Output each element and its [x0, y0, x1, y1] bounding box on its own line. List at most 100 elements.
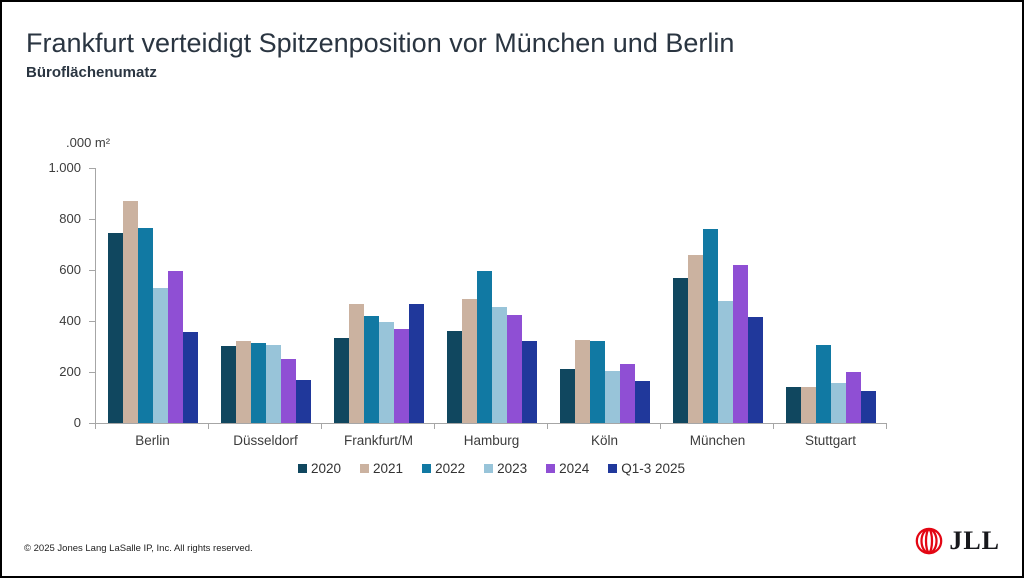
bar-group-München [661, 168, 774, 423]
bar-Köln-2024 [619, 364, 635, 423]
page-subtitle: Büroflächenumatz [26, 64, 157, 81]
page-title: Frankfurt verteidigt Spitzenposition vor… [26, 28, 735, 58]
x-axis-ticks [95, 424, 887, 429]
x-tick-mark [208, 424, 209, 429]
bar-Düsseldorf-2022 [250, 343, 266, 423]
bar-Düsseldorf-2020 [220, 346, 236, 423]
legend-swatch-2023 [484, 464, 494, 473]
plot-area [96, 168, 887, 423]
bar-group-Berlin [96, 168, 209, 423]
bar-München-2021 [687, 255, 703, 423]
bar-group-Düsseldorf [209, 168, 322, 423]
x-tick-mark [434, 424, 435, 429]
bar-Düsseldorf-2021 [235, 341, 251, 423]
x-axis-label-Düsseldorf: Düsseldorf [233, 433, 298, 448]
legend-label-Q1-3 2025: Q1-3 2025 [621, 461, 686, 476]
jll-logo: JLL [914, 526, 1000, 556]
legend-swatch-Q1-3 2025 [608, 464, 618, 473]
chart-legend: 2020 2021 2022 2023 2024 Q1-3 2025 [96, 461, 887, 476]
bar-Berlin-2023 [152, 288, 168, 423]
bar-Frankfurt/M-Q1-3 2025 [408, 304, 424, 423]
bar-Düsseldorf-2024 [280, 359, 296, 423]
bar-Berlin-Q1-3 2025 [182, 332, 198, 423]
x-tick-mark [547, 424, 548, 429]
y-tick-mark [89, 372, 95, 373]
x-axis-label-München: München [689, 433, 746, 448]
bar-Hamburg-2024 [506, 315, 522, 423]
bar-Berlin-2021 [122, 201, 138, 423]
x-tick-mark [773, 424, 774, 429]
bar-Stuttgart-2022 [815, 345, 831, 423]
x-tick-mark [95, 424, 96, 429]
bar-Frankfurt/M-2020 [333, 338, 349, 423]
y-tick-label: 400 [59, 313, 81, 328]
legend-label-2024: 2024 [559, 461, 590, 476]
x-axis-line [95, 423, 887, 424]
y-tick-label: 1.000 [48, 160, 81, 175]
bar-Köln-2023 [604, 371, 620, 423]
bar-München-2023 [717, 301, 733, 423]
y-tick-label: 600 [59, 262, 81, 277]
y-axis-line [95, 168, 96, 423]
x-tick-mark [660, 424, 661, 429]
bar-Köln-Q1-3 2025 [634, 381, 650, 423]
bar-Hamburg-2023 [491, 307, 507, 423]
jll-globe-icon [914, 526, 944, 556]
y-tick-mark [89, 321, 95, 322]
legend-item-2024: 2024 [546, 461, 589, 476]
bar-Hamburg-2021 [461, 299, 477, 423]
bar-Stuttgart-2020 [785, 387, 801, 423]
bar-group-Frankfurt/M [322, 168, 435, 423]
legend-label-2022: 2022 [435, 461, 466, 476]
bar-group-Stuttgart [774, 168, 887, 423]
legend-label-2020: 2020 [310, 461, 342, 476]
bar-Hamburg-2020 [446, 331, 462, 423]
bar-Frankfurt/M-2023 [378, 322, 394, 423]
bar-Köln-2020 [559, 369, 575, 423]
bar-Köln-2022 [589, 341, 605, 423]
bar-München-2024 [732, 265, 748, 423]
x-axis-label-Hamburg: Hamburg [463, 433, 520, 448]
bar-München-Q1-3 2025 [747, 317, 763, 423]
copyright-text: © 2025 Jones Lang LaSalle IP, Inc. All r… [24, 543, 253, 554]
bar-München-2022 [702, 229, 718, 423]
legend-swatch-2024 [546, 464, 556, 473]
y-tick-label: 800 [59, 211, 81, 226]
x-axis-label-Köln: Köln [590, 433, 619, 448]
legend-item-2021: 2021 [360, 461, 403, 476]
bar-Berlin-2022 [137, 228, 153, 423]
bar-Frankfurt/M-2024 [393, 329, 409, 423]
bar-Düsseldorf-Q1-3 2025 [295, 380, 311, 423]
bar-Stuttgart-2021 [800, 387, 816, 423]
legend-swatch-2020 [297, 464, 307, 473]
bar-group-Hamburg [435, 168, 548, 423]
y-axis: 1.000 800 600 400 200 0 [2, 160, 95, 430]
bar-München-2020 [672, 278, 688, 423]
bar-Köln-2021 [574, 340, 590, 423]
x-axis-label-Stuttgart: Stuttgart [804, 433, 857, 448]
y-tick-mark [89, 219, 95, 220]
legend-swatch-2021 [360, 464, 370, 473]
x-tick-mark [886, 424, 887, 429]
bar-Stuttgart-Q1-3 2025 [860, 391, 876, 423]
bar-Frankfurt/M-2022 [363, 316, 379, 423]
legend-label-2023: 2023 [497, 461, 528, 476]
bar-Frankfurt/M-2021 [348, 304, 364, 423]
jll-wordmark: JLL [949, 526, 1000, 555]
x-tick-mark [321, 424, 322, 429]
y-axis-unit-label: .000 m² [66, 135, 111, 150]
legend-item-2022: 2022 [422, 461, 465, 476]
bar-Hamburg-2022 [476, 271, 492, 423]
x-axis-label-Berlin: Berlin [135, 433, 170, 448]
bar-Stuttgart-2024 [845, 372, 861, 423]
bar-Hamburg-Q1-3 2025 [521, 341, 537, 423]
legend-item-Q1-3 2025: Q1-3 2025 [608, 461, 685, 476]
y-tick-mark [89, 423, 95, 424]
bar-group-Köln [548, 168, 661, 423]
bar-Berlin-2024 [167, 271, 183, 423]
legend-label-2021: 2021 [373, 461, 404, 476]
y-tick-mark [89, 168, 95, 169]
x-axis-labels: Berlin Düsseldorf Frankfurt/M Hamburg Köln Mü… [96, 433, 887, 448]
bar-Berlin-2020 [107, 233, 123, 423]
